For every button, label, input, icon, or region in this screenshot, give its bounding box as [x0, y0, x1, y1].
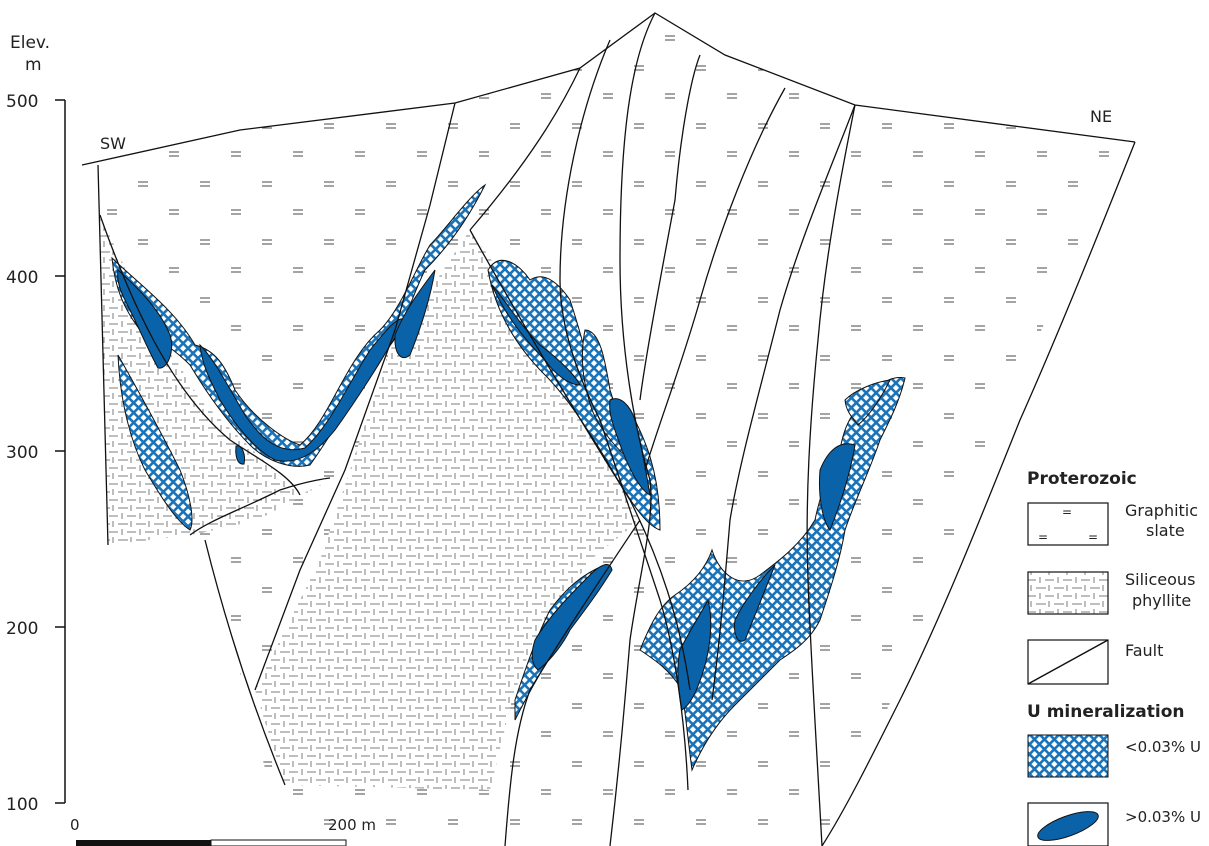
elevation-axis: Elev. m 500 400 300 200 100	[6, 33, 66, 815]
scale-bar-end-label: 200 m	[328, 816, 376, 834]
section-left-label: SW	[100, 134, 126, 153]
legend-high-grade-label: >0.03% U	[1125, 808, 1201, 826]
legend-siliceous-phyllite-line2: phyllite	[1132, 591, 1191, 610]
legend-slate-symbol-3: =	[1088, 530, 1098, 544]
legend-item-low-grade: <0.03% U	[1027, 734, 1201, 778]
section-right-label: NE	[1090, 107, 1112, 126]
legend-item-graphitic-slate: = = = Graphitic slate	[1027, 501, 1198, 546]
tick-label-400: 400	[6, 268, 38, 288]
faults	[81, 12, 1136, 846]
tick-label-300: 300	[6, 443, 38, 463]
legend: Proterozoic = = = Graphitic slate Silice…	[1027, 469, 1201, 846]
legend-siliceous-phyllite-line1: Siliceous	[1125, 570, 1195, 589]
legend-item-high-grade: >0.03% U	[1027, 802, 1201, 846]
legend-item-siliceous-phyllite: Siliceous phyllite	[1027, 570, 1195, 615]
legend-graphitic-slate-line1: Graphitic	[1125, 501, 1198, 520]
legend-group-proterozoic: Proterozoic	[1027, 469, 1137, 489]
tick-label-100: 100	[6, 795, 38, 815]
scale-bar: 0 200 m	[70, 816, 376, 846]
axis-title-line1: Elev.	[10, 33, 50, 53]
legend-item-fault: Fault	[1027, 639, 1163, 685]
scale-bar-start-label: 0	[70, 816, 80, 834]
tick-label-200: 200	[6, 619, 38, 639]
legend-slate-symbol-2: =	[1038, 530, 1048, 544]
legend-graphitic-slate-line2: slate	[1146, 521, 1185, 540]
axis-title-line2: m	[25, 55, 42, 75]
legend-low-grade-label: <0.03% U	[1125, 738, 1201, 756]
legend-group-u-mineralization: U mineralization	[1027, 702, 1185, 722]
legend-fault-label: Fault	[1125, 641, 1163, 660]
legend-slate-symbol: =	[1062, 505, 1072, 519]
tick-label-500: 500	[6, 92, 38, 112]
